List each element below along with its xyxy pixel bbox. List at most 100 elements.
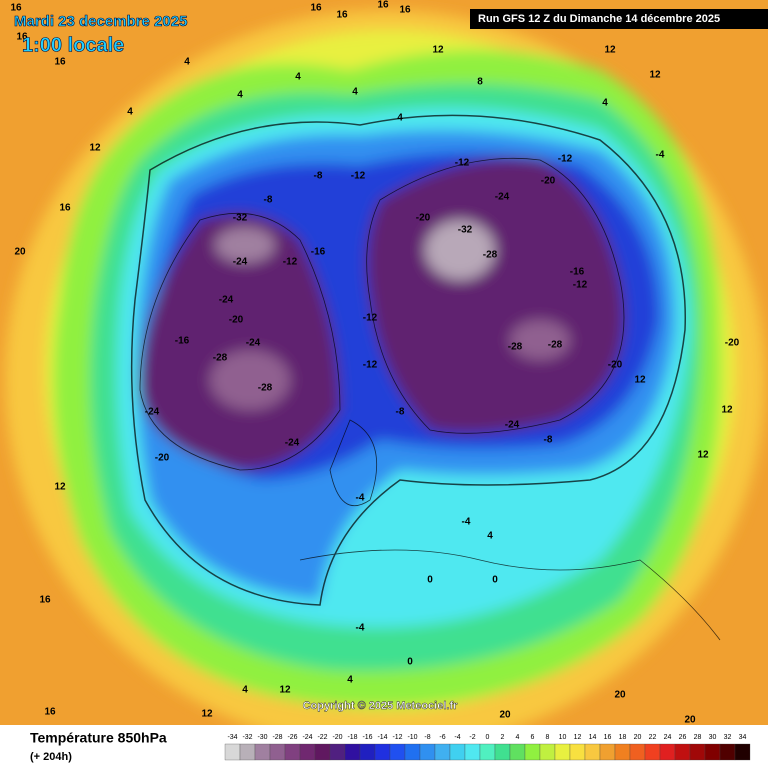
contour-label: 16 bbox=[16, 32, 28, 43]
contour-label: 16 bbox=[39, 595, 51, 606]
scale-label: -12 bbox=[392, 734, 402, 741]
scale-label: -26 bbox=[287, 734, 297, 741]
scale-label: 6 bbox=[531, 734, 535, 741]
contour-label: 12 bbox=[604, 45, 616, 56]
contour-label: 4 bbox=[347, 675, 353, 686]
scale-label: 18 bbox=[619, 734, 627, 741]
contour-label: -12 bbox=[363, 313, 378, 324]
contour-label: 4 bbox=[602, 98, 608, 109]
scale-swatch bbox=[734, 743, 751, 761]
scale-swatch bbox=[494, 743, 511, 761]
contour-label: -8 bbox=[544, 435, 553, 446]
contour-label: 20 bbox=[499, 710, 511, 721]
scale-label: 16 bbox=[604, 734, 612, 741]
contour-label: 16 bbox=[336, 10, 348, 21]
scale-label: -18 bbox=[347, 734, 357, 741]
scale-label: -28 bbox=[272, 734, 282, 741]
scale-label: -4 bbox=[454, 734, 460, 741]
scale-swatch bbox=[449, 743, 466, 761]
scale-swatch bbox=[674, 743, 691, 761]
contour-label: -28 bbox=[213, 353, 228, 364]
scale-label: -14 bbox=[377, 734, 387, 741]
contour-label: 16 bbox=[59, 203, 71, 214]
scale-swatch bbox=[314, 743, 331, 761]
contour-label: -4 bbox=[356, 493, 365, 504]
local-time: 1:00 locale bbox=[22, 34, 124, 56]
contour-label: -32 bbox=[233, 213, 248, 224]
scale-label: 28 bbox=[694, 734, 702, 741]
scale-swatch bbox=[644, 743, 661, 761]
contour-label: 12 bbox=[279, 685, 291, 696]
contour-label: -16 bbox=[175, 336, 190, 347]
contour-label: -24 bbox=[285, 438, 300, 449]
scale-label: -2 bbox=[469, 734, 475, 741]
contour-label: 12 bbox=[201, 709, 213, 720]
scale-label: 26 bbox=[679, 734, 687, 741]
contour-label: -12 bbox=[455, 158, 470, 169]
contour-label: 12 bbox=[721, 405, 733, 416]
contour-label: 20 bbox=[614, 690, 626, 701]
scale-swatch bbox=[404, 743, 421, 761]
contour-label: 8 bbox=[477, 77, 483, 88]
contour-label: 4 bbox=[487, 531, 493, 542]
scale-swatch bbox=[629, 743, 646, 761]
scale-swatch bbox=[704, 743, 721, 761]
contour-label: 20 bbox=[684, 715, 696, 726]
contour-label: -12 bbox=[558, 154, 573, 165]
scale-label: 12 bbox=[574, 734, 582, 741]
scale-label: 32 bbox=[724, 734, 732, 741]
contour-label: 12 bbox=[649, 70, 661, 81]
contour-label: 4 bbox=[242, 685, 248, 696]
contour-label: 4 bbox=[352, 87, 358, 98]
legend-title: Température 850hPa bbox=[30, 730, 167, 746]
contour-label: -8 bbox=[314, 171, 323, 182]
scale-label: -8 bbox=[424, 734, 430, 741]
contour-label: 12 bbox=[432, 45, 444, 56]
scale-label: -20 bbox=[332, 734, 342, 741]
scale-label: -34 bbox=[227, 734, 237, 741]
contour-label: -20 bbox=[725, 338, 740, 349]
contour-label: 4 bbox=[397, 113, 403, 124]
scale-label: 10 bbox=[559, 734, 567, 741]
copyright: Copyright © 2025 Meteociel.fr bbox=[303, 700, 459, 712]
forecast-date: Mardi 23 decembre 2025 bbox=[14, 13, 187, 30]
scale-label: 2 bbox=[501, 734, 505, 741]
scale-swatch bbox=[269, 743, 286, 761]
contour-label: -4 bbox=[356, 623, 365, 634]
contour-label: -32 bbox=[458, 225, 473, 236]
run-info: Run GFS 12 Z du Dimanche 14 décembre 202… bbox=[478, 13, 720, 25]
contour-label: 16 bbox=[310, 3, 322, 14]
contour-label: 0 bbox=[427, 575, 433, 586]
contour-label: -8 bbox=[264, 195, 273, 206]
contour-label: 12 bbox=[54, 482, 66, 493]
scale-swatch bbox=[524, 743, 541, 761]
scale-label: -16 bbox=[362, 734, 372, 741]
scale-swatch bbox=[539, 743, 556, 761]
scale-swatch bbox=[464, 743, 481, 761]
scale-swatch bbox=[299, 743, 316, 761]
scale-swatch bbox=[509, 743, 526, 761]
scale-swatch bbox=[719, 743, 736, 761]
contour-label: 12 bbox=[89, 143, 101, 154]
contour-label: -24 bbox=[505, 420, 520, 431]
scale-swatch bbox=[569, 743, 586, 761]
scale-swatch bbox=[554, 743, 571, 761]
contour-label: 20 bbox=[14, 247, 26, 258]
scale-swatch bbox=[599, 743, 616, 761]
contour-label: -24 bbox=[233, 257, 248, 268]
run-banner bbox=[470, 9, 768, 29]
scale-label: 4 bbox=[516, 734, 520, 741]
contour-label: 4 bbox=[127, 107, 133, 118]
contour-label: -4 bbox=[656, 150, 665, 161]
contour-label: -12 bbox=[363, 360, 378, 371]
contour-label: -4 bbox=[462, 517, 471, 528]
contour-label: -16 bbox=[311, 247, 326, 258]
contour-label: 12 bbox=[697, 450, 709, 461]
scale-swatch bbox=[689, 743, 706, 761]
scale-swatch bbox=[419, 743, 436, 761]
scale-label: 0 bbox=[486, 734, 490, 741]
contour-label: 4 bbox=[237, 90, 243, 101]
scale-swatch bbox=[584, 743, 601, 761]
